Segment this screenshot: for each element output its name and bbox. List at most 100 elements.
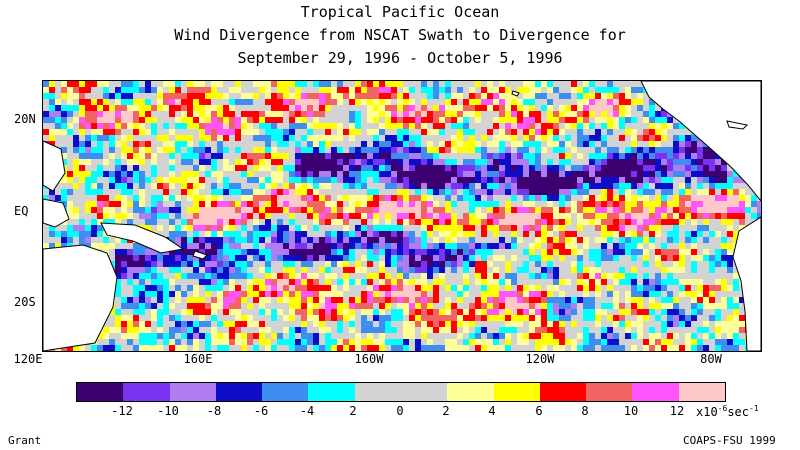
field-cell	[481, 87, 487, 93]
field-cell	[445, 213, 451, 219]
field-cell	[583, 285, 589, 291]
field-cell	[439, 225, 445, 231]
field-cell	[655, 309, 661, 315]
field-cell	[511, 111, 517, 117]
field-cell	[499, 225, 505, 231]
field-cell	[229, 231, 235, 237]
field-cell	[391, 237, 397, 243]
field-cell	[145, 201, 151, 207]
field-cell	[589, 243, 595, 249]
field-cell	[409, 147, 415, 153]
field-cell	[97, 225, 103, 231]
field-cell	[289, 303, 295, 309]
field-cell	[349, 129, 355, 135]
field-cell	[667, 225, 673, 231]
field-cell	[211, 327, 217, 333]
field-cell	[325, 87, 331, 93]
field-cell	[565, 267, 571, 273]
field-cell	[193, 171, 199, 177]
field-cell	[511, 315, 517, 321]
field-cell	[223, 291, 229, 297]
field-cell	[643, 207, 649, 213]
field-cell	[661, 243, 667, 249]
field-cell	[469, 111, 475, 117]
field-cell	[151, 327, 157, 333]
field-cell	[175, 93, 181, 99]
field-cell	[283, 183, 289, 189]
field-cell	[511, 219, 517, 225]
field-cell	[235, 225, 241, 231]
field-cell	[139, 159, 145, 165]
field-cell	[487, 171, 493, 177]
field-cell	[193, 243, 199, 249]
field-cell	[535, 141, 541, 147]
field-cell	[577, 255, 583, 261]
field-cell	[115, 273, 121, 279]
field-cell	[361, 111, 367, 117]
field-cell	[235, 207, 241, 213]
field-cell	[307, 117, 313, 123]
field-cell	[451, 321, 457, 327]
field-cell	[151, 129, 157, 135]
field-cell	[313, 303, 319, 309]
field-cell	[367, 267, 373, 273]
field-cell	[319, 297, 325, 303]
field-cell	[169, 141, 175, 147]
field-cell	[301, 213, 307, 219]
field-cell	[595, 231, 601, 237]
field-cell	[715, 273, 721, 279]
field-cell	[613, 147, 619, 153]
field-cell	[241, 123, 247, 129]
field-cell	[589, 291, 595, 297]
field-cell	[145, 81, 151, 87]
field-cell	[139, 303, 145, 309]
field-cell	[115, 159, 121, 165]
field-cell	[217, 141, 223, 147]
field-cell	[229, 201, 235, 207]
field-cell	[265, 225, 271, 231]
field-cell	[127, 93, 133, 99]
field-cell	[481, 225, 487, 231]
field-cell	[103, 147, 109, 153]
field-cell	[541, 237, 547, 243]
field-cell	[601, 225, 607, 231]
field-cell	[139, 267, 145, 273]
field-cell	[409, 153, 415, 159]
field-cell	[547, 201, 553, 207]
field-cell	[325, 105, 331, 111]
field-cell	[109, 237, 115, 243]
field-cell	[355, 207, 361, 213]
field-cell	[157, 225, 163, 231]
field-cell	[469, 99, 475, 105]
field-cell	[541, 123, 547, 129]
field-cell	[217, 171, 223, 177]
field-cell	[403, 285, 409, 291]
field-cell	[595, 315, 601, 321]
field-cell	[205, 165, 211, 171]
field-cell	[241, 225, 247, 231]
field-cell	[649, 171, 655, 177]
field-cell	[151, 285, 157, 291]
field-cell	[271, 87, 277, 93]
field-cell	[265, 297, 271, 303]
field-cell	[223, 219, 229, 225]
field-cell	[289, 261, 295, 267]
field-cell	[343, 147, 349, 153]
field-cell	[199, 129, 205, 135]
field-cell	[613, 123, 619, 129]
field-cell	[391, 123, 397, 129]
field-cell	[277, 201, 283, 207]
field-cell	[661, 165, 667, 171]
field-cell	[325, 279, 331, 285]
field-cell	[607, 255, 613, 261]
field-cell	[217, 159, 223, 165]
field-cell	[211, 243, 217, 249]
field-cell	[307, 159, 313, 165]
field-cell	[601, 87, 607, 93]
field-cell	[217, 153, 223, 159]
field-cell	[85, 129, 91, 135]
field-cell	[307, 279, 313, 285]
field-cell	[385, 93, 391, 99]
field-cell	[175, 327, 181, 333]
field-cell	[589, 273, 595, 279]
